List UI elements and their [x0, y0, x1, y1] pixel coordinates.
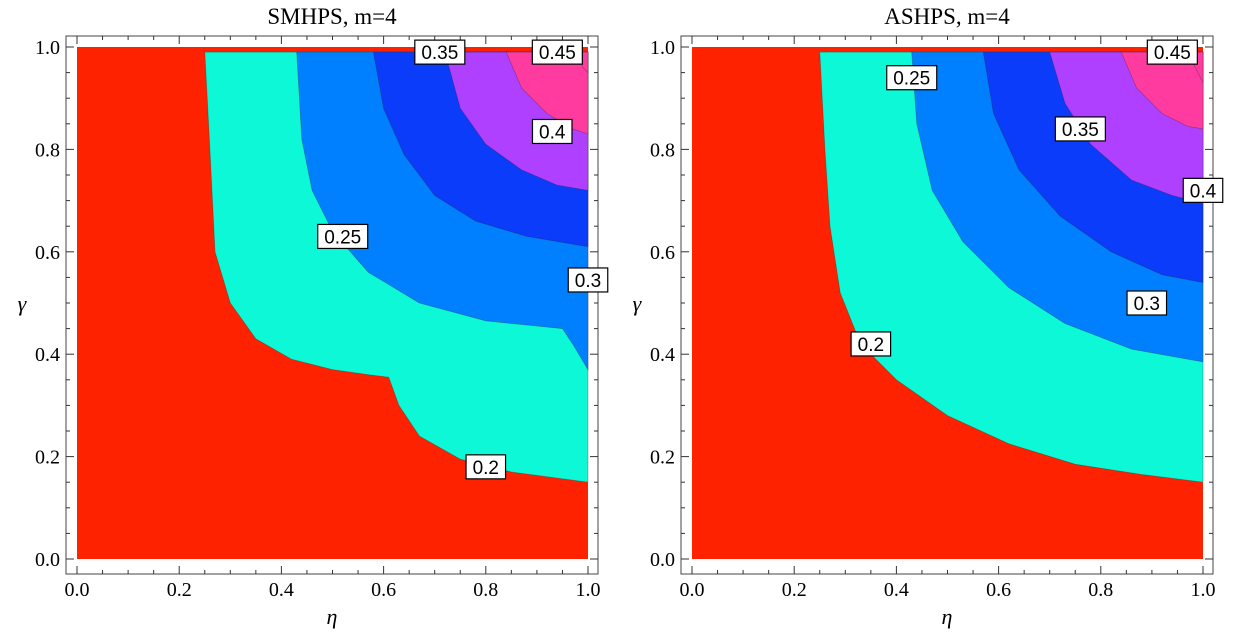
contour-label-box	[1182, 177, 1224, 203]
y-tick-label: 0.8	[35, 139, 60, 161]
y-tick-label: 0.6	[35, 242, 60, 264]
contour-label-text: 0.3	[575, 271, 601, 292]
contour-label-0.45: 0.45	[1146, 39, 1198, 65]
contour-panel-smhps: SMHPS, m=4 η γ 0.0 0.2 0.4 0.6 0.8 1.0 0.0 0.2 0…	[18, 4, 609, 629]
x-tick-label: 0.6	[371, 579, 396, 601]
x-tick-label: 1.0	[576, 579, 601, 601]
contour-label-0.45: 0.45	[531, 39, 583, 65]
x-axis-label: η	[327, 604, 338, 629]
x-tick-label: 0.2	[167, 579, 192, 601]
contour-label-text: 0.25	[324, 227, 361, 248]
contour-label-0.35: 0.35	[1054, 116, 1106, 142]
contour-label-0.25: 0.25	[886, 65, 938, 91]
contour-label-text: 0.35	[421, 43, 458, 64]
contour-label-box	[531, 118, 573, 145]
contour-label-0.2: 0.2	[850, 331, 892, 357]
y-tick-label: 0.2	[35, 447, 60, 469]
y-axis-label: γ	[18, 291, 28, 316]
axis-ticks	[681, 36, 1213, 574]
contour-plot: ASHPS, m=4 η γ 0.0 0.2 0.4 0.6 0.8 1.0 0.0 0.2 0…	[633, 4, 1224, 629]
y-tick-label: 0.6	[650, 242, 675, 264]
x-tick-label: 0.6	[986, 579, 1011, 601]
contour-label-text: 0.45	[1154, 43, 1191, 64]
contour-label-0.4: 0.4	[531, 118, 573, 145]
contour-label-0.35: 0.35	[414, 39, 466, 65]
contour-label-0.3: 0.3	[1126, 290, 1168, 316]
contour-label-box	[465, 454, 507, 480]
x-tick-label: 0.0	[65, 579, 90, 601]
contour-label-box	[567, 267, 609, 293]
y-tick-label: 0.8	[650, 139, 675, 161]
x-tick-label: 1.0	[1191, 579, 1216, 601]
contour-label-text: 0.35	[1062, 120, 1099, 141]
contour-label-text: 0.2	[473, 458, 499, 479]
contour-label-0.3: 0.3	[567, 267, 609, 293]
contour-label-text: 0.3	[1134, 294, 1160, 315]
y-tick-label: 1.0	[35, 37, 60, 59]
contour-label-box	[850, 331, 892, 357]
y-tick-label: 1.0	[650, 37, 675, 59]
x-tick-label: 0.4	[884, 579, 909, 601]
contour-label-0.25: 0.25	[317, 223, 369, 250]
y-tick-label: 0.0	[650, 549, 675, 571]
contour-label-text: 0.45	[539, 43, 576, 64]
contour-label-text: 0.4	[1190, 181, 1217, 202]
x-tick-label: 0.8	[473, 579, 498, 601]
contour-label-0.4: 0.4	[1182, 177, 1224, 203]
plot-area	[77, 47, 589, 559]
chart-title: SMHPS, m=4	[267, 4, 397, 29]
chart-title: ASHPS, m=4	[884, 4, 1010, 29]
contour-label-box	[1054, 116, 1106, 142]
x-tick-label: 0.2	[782, 579, 807, 601]
y-tick-label: 0.0	[35, 549, 60, 571]
contour-label-text: 0.2	[858, 335, 884, 356]
y-tick-label: 0.2	[650, 447, 675, 469]
contour-label-box	[1146, 39, 1198, 65]
contour-label-text: 0.25	[893, 69, 930, 90]
x-tick-label: 0.4	[269, 579, 294, 601]
x-tick-label: 0.0	[680, 579, 705, 601]
contour-label-text: 0.4	[539, 122, 566, 143]
contour-label-box	[1126, 290, 1168, 316]
contour-label-0.2: 0.2	[465, 454, 507, 480]
contour-plot: SMHPS, m=4 η γ 0.0 0.2 0.4 0.6 0.8 1.0 0.0 0.2 0…	[18, 4, 609, 629]
plot-area	[692, 47, 1204, 559]
y-tick-label: 0.4	[35, 344, 60, 366]
contour-label-box	[886, 65, 938, 91]
contour-label-box	[531, 39, 583, 65]
contour-label-box	[317, 223, 369, 250]
contour-panel-ashps: ASHPS, m=4 η γ 0.0 0.2 0.4 0.6 0.8 1.0 0.0 0.2 0…	[615, 0, 1235, 635]
contour-label-box	[414, 39, 466, 65]
y-tick-label: 0.4	[650, 344, 675, 366]
y-axis-label: γ	[633, 291, 643, 316]
x-axis-label: η	[942, 604, 953, 629]
axis-ticks	[66, 36, 598, 574]
x-tick-label: 0.8	[1088, 579, 1113, 601]
